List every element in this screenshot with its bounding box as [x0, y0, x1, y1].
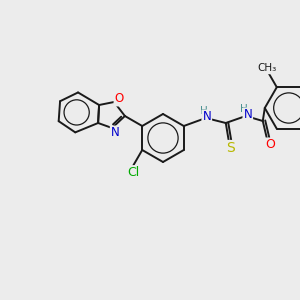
Text: O: O	[265, 139, 275, 152]
Text: CH₃: CH₃	[257, 63, 276, 74]
Text: N: N	[202, 110, 211, 124]
Text: N: N	[111, 127, 119, 140]
Text: O: O	[115, 92, 124, 106]
Text: N: N	[243, 109, 252, 122]
Text: S: S	[226, 141, 235, 155]
Text: H: H	[240, 104, 248, 114]
Text: Cl: Cl	[127, 166, 139, 179]
Text: H: H	[200, 106, 208, 116]
